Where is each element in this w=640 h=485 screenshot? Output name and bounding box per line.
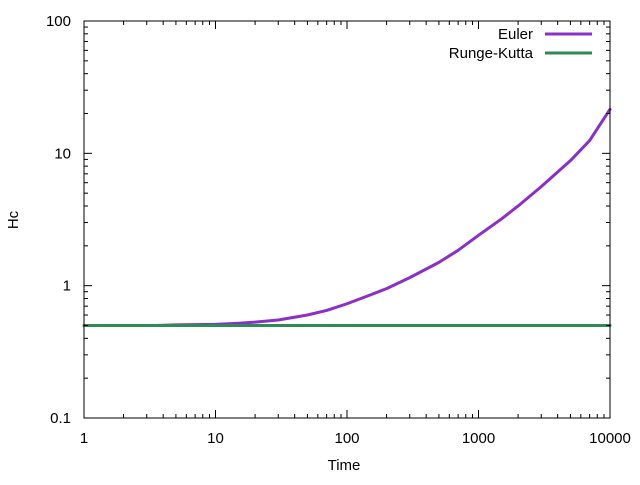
x-tick-label: 10 (207, 430, 224, 447)
y-tick-label: 100 (46, 13, 71, 30)
x-tick-label: 100 (334, 430, 359, 447)
legend-label-euler: Euler (498, 26, 533, 43)
legend: Euler Runge-Kutta (449, 26, 592, 62)
y-tick-label: 10 (54, 145, 71, 162)
y-axis-label: Hc (5, 210, 22, 229)
x-tick-label: 10000 (589, 430, 631, 447)
series-line-euler (154, 107, 612, 327)
legend-label-runge-kutta: Runge-Kutta (449, 45, 534, 62)
series-layer (82, 107, 612, 327)
ticks-layer: 1 10 100 1000 10000 0.1 1 10 100 (46, 13, 631, 447)
x-tick-label: 1 (80, 430, 88, 447)
x-axis-label: Time (328, 457, 361, 474)
y-tick-label: 1 (63, 278, 71, 295)
y-tick-label: 0.1 (50, 410, 71, 427)
plot-frame (83, 20, 611, 419)
x-tick-label: 1000 (462, 430, 495, 447)
